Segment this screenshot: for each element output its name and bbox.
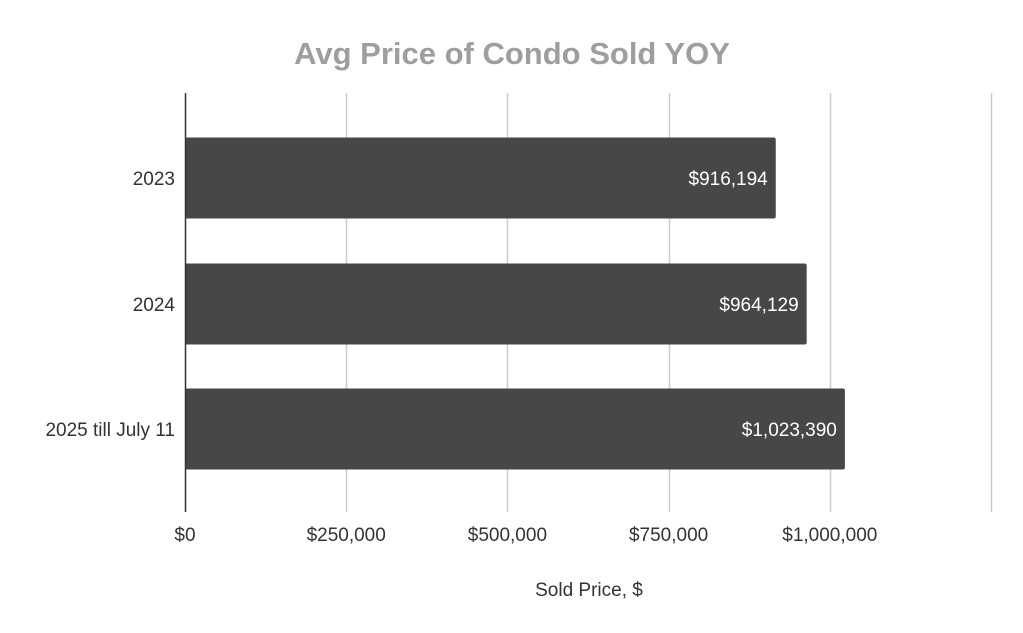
chart-title: Avg Price of Condo Sold YOY [294,36,730,71]
bars [185,137,845,470]
x-tick-label-0: $0 [174,525,195,546]
category-label-0: 2023 [133,169,175,190]
x-tick-label-1: $250,000 [307,525,386,546]
bar-2 [185,388,845,470]
category-label-2: 2025 till July 11 [45,420,175,441]
x-axis-title: Sold Price, $ [535,580,643,601]
bar-1 [185,263,807,345]
data-label-1: $964,129 [719,295,798,316]
data-label-0: $916,194 [689,169,769,190]
x-tick-label-3: $750,000 [629,525,708,546]
x-tick-label-4: $1,000,000 [782,525,877,546]
category-label-1: 2024 [133,295,176,316]
data-label-2: $1,023,390 [742,420,837,441]
labels: $916,194 2023 $964,129 2024 $1,023,390 2025 t… [45,169,877,546]
bar-0 [185,137,776,219]
x-tick-label-2: $500,000 [468,525,547,546]
